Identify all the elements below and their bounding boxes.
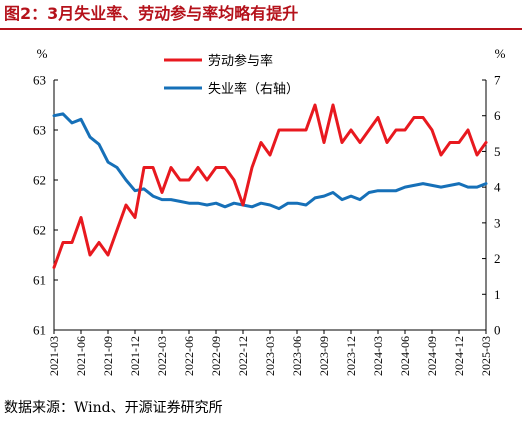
right-tick-label: 2 xyxy=(494,251,501,266)
x-tick-label: 2023-09 xyxy=(317,336,331,376)
right-tick-label: 7 xyxy=(494,73,501,88)
x-tick-label: 2024-09 xyxy=(425,336,439,376)
legend-label-participation: 劳动参与率 xyxy=(208,53,273,69)
left-tick-label: 63 xyxy=(33,123,46,138)
x-tick-label: 2022-09 xyxy=(209,336,223,376)
legend-label-unemployment: 失业率（右轴） xyxy=(208,81,299,97)
x-tick-label: 2025-03 xyxy=(479,336,493,376)
left-tick-label: 63 xyxy=(33,73,46,88)
participation-rate-line xyxy=(52,103,488,269)
x-tick-label: 2024-06 xyxy=(398,336,412,376)
left-tick-label: 62 xyxy=(33,173,46,188)
x-tick-label: 2023-06 xyxy=(290,336,304,376)
left-tick-label: 61 xyxy=(33,323,46,338)
x-tick-label: 2022-06 xyxy=(182,336,196,376)
chart-axes: % % 61 61 62 62 63 63 0 1 2 3 4 5 6 7 2021-03 2021-06 2021… xyxy=(33,46,506,376)
right-tick-label: 1 xyxy=(494,287,501,302)
left-tick-label: 62 xyxy=(33,223,46,238)
x-tick-label: 2021-09 xyxy=(101,336,115,376)
figure-title: 图2：3月失业率、劳动参与率均略有提升 xyxy=(4,4,299,23)
unemployment-rate-line xyxy=(52,112,488,211)
right-tick-label: 6 xyxy=(494,108,501,123)
x-tick-label: 2021-12 xyxy=(128,336,142,376)
data-source-note: 数据来源：Wind、开源证券研究所 xyxy=(4,400,223,416)
x-tick-label: 2023-03 xyxy=(263,336,277,376)
right-tick-label: 3 xyxy=(494,215,501,230)
right-tick-label: 4 xyxy=(494,180,501,195)
x-tick-label: 2023-12 xyxy=(344,336,358,376)
right-axis-unit: % xyxy=(495,46,506,61)
x-tick-label: 2024-03 xyxy=(371,336,385,376)
left-axis-unit: % xyxy=(37,46,48,61)
right-tick-label: 0 xyxy=(494,323,501,338)
x-tick-label: 2021-03 xyxy=(47,336,61,376)
x-tick-label: 2022-12 xyxy=(236,336,250,376)
x-tick-label: 2021-06 xyxy=(74,336,88,376)
x-tick-label: 2024-12 xyxy=(452,336,466,376)
right-tick-label: 5 xyxy=(494,144,501,159)
left-tick-label: 61 xyxy=(33,273,46,288)
x-tick-label: 2022-03 xyxy=(155,336,169,376)
title-rule xyxy=(0,28,522,30)
chart-plot-area xyxy=(52,103,488,269)
